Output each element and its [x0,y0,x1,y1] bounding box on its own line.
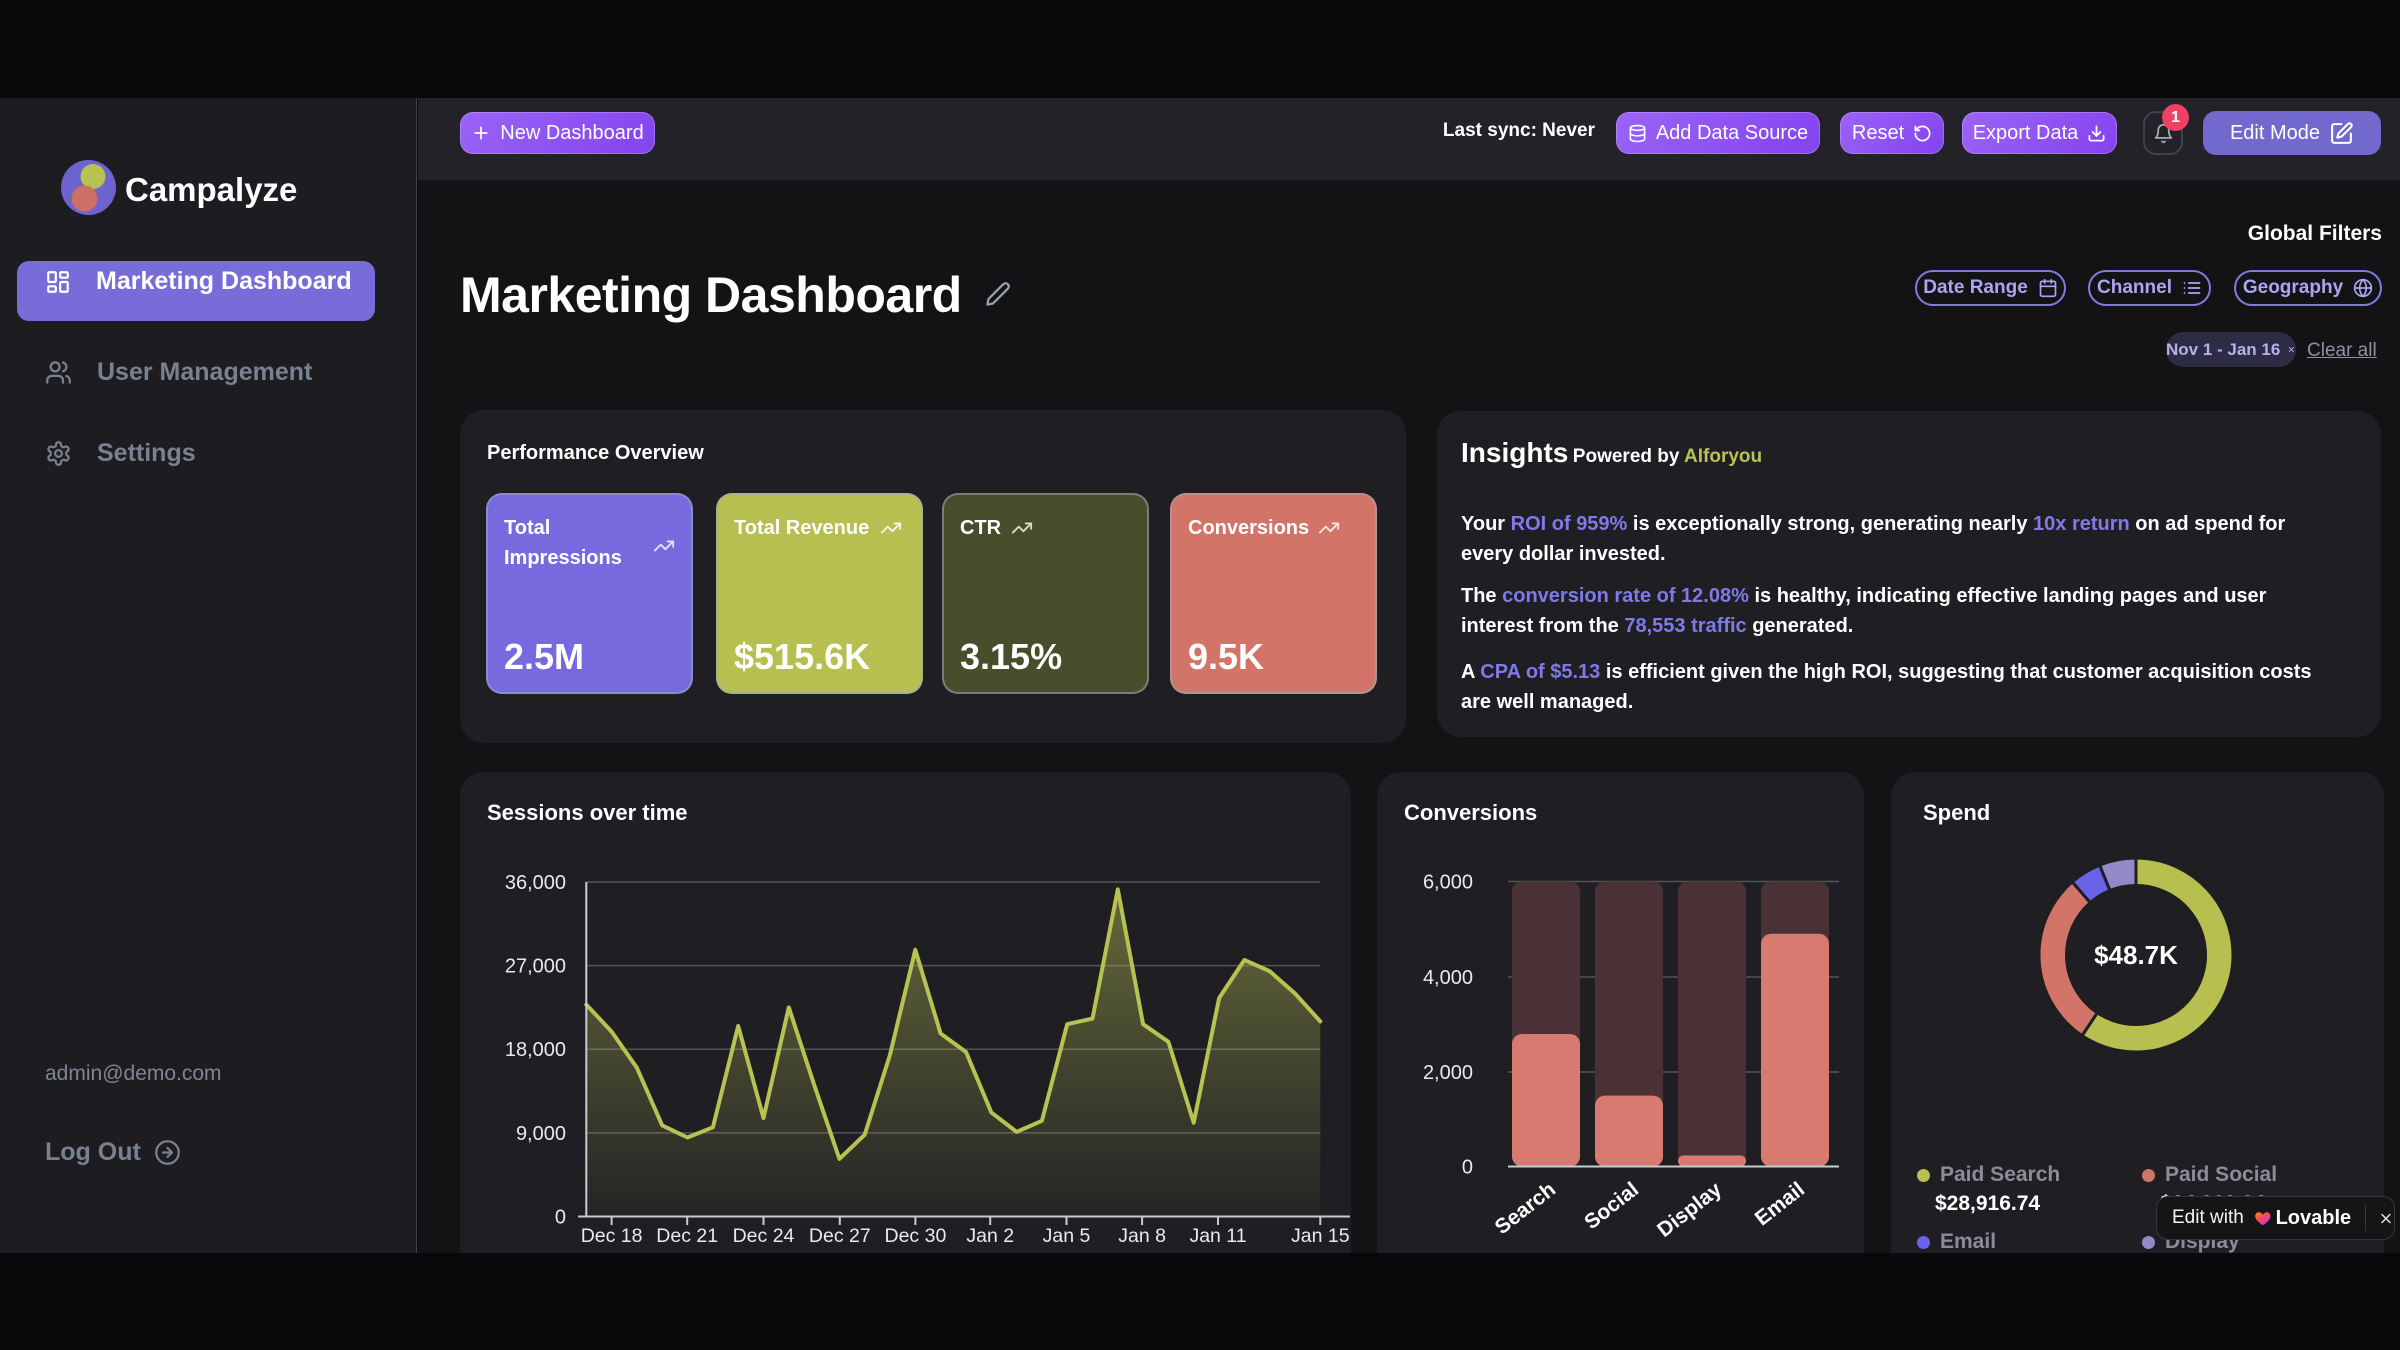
svg-text:6,000: 6,000 [1423,872,1473,894]
svg-text:Dec 30: Dec 30 [885,1225,947,1247]
svg-text:4,000: 4,000 [1423,967,1473,989]
svg-text:2,000: 2,000 [1423,1062,1473,1084]
svg-text:0: 0 [1462,1157,1473,1179]
svg-text:Jan 2: Jan 2 [966,1225,1014,1247]
svg-text:Dec 27: Dec 27 [809,1225,871,1247]
svg-text:27,000: 27,000 [505,956,566,978]
svg-text:Dec 24: Dec 24 [733,1225,795,1247]
svg-text:Jan 11: Jan 11 [1189,1225,1246,1247]
svg-text:0: 0 [555,1207,566,1229]
svg-text:Dec 21: Dec 21 [656,1225,718,1247]
svg-text:18,000: 18,000 [505,1039,566,1061]
svg-text:Jan 5: Jan 5 [1043,1225,1091,1247]
svg-text:Display: Display [1653,1178,1726,1242]
svg-text:Jan 8: Jan 8 [1118,1225,1166,1247]
svg-text:36,000: 36,000 [505,872,566,894]
svg-text:Social: Social [1580,1178,1643,1234]
svg-text:9,000: 9,000 [516,1123,566,1145]
svg-text:Email: Email [1751,1178,1809,1231]
svg-text:Jan 15: Jan 15 [1291,1225,1350,1247]
svg-text:Search: Search [1491,1178,1560,1239]
svg-text:$48.7K: $48.7K [2094,940,2178,970]
svg-text:Dec 18: Dec 18 [581,1225,643,1247]
